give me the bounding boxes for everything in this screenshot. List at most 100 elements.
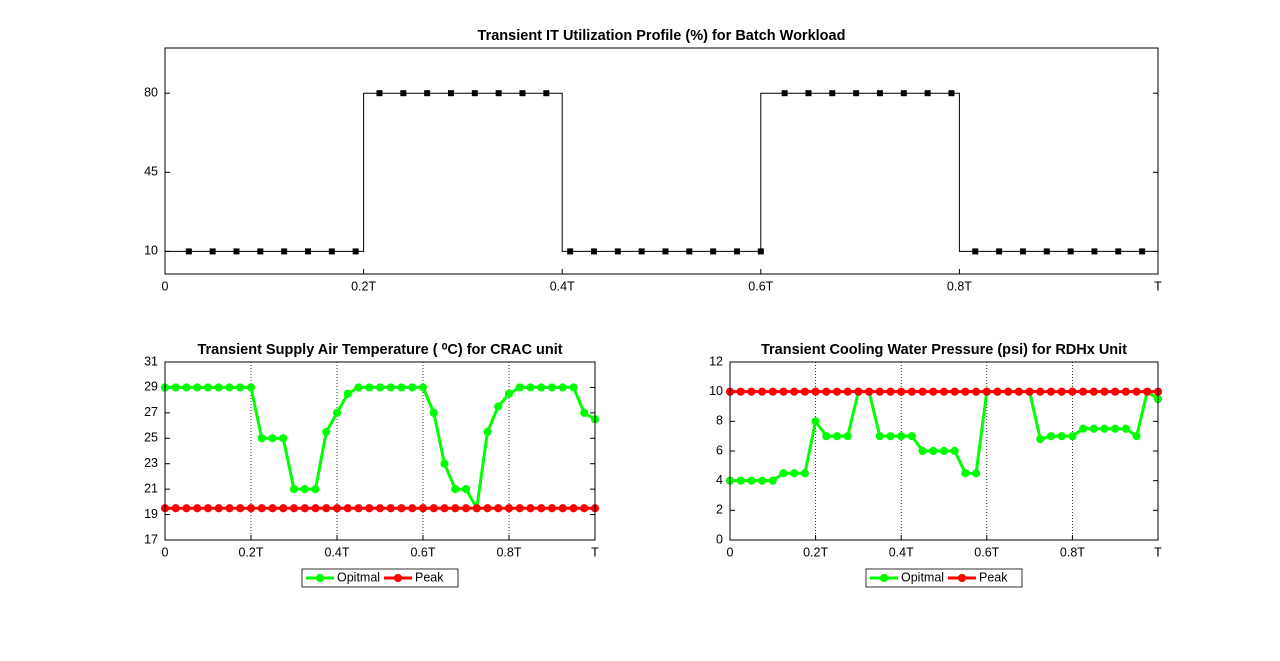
marker (758, 387, 767, 396)
marker (907, 432, 917, 441)
marker (268, 434, 277, 443)
y-tick-label: 80 (144, 85, 158, 99)
legend-label: Opitmal (901, 570, 944, 584)
marker (537, 383, 546, 392)
marker (408, 383, 417, 392)
marker (800, 387, 810, 396)
legend-label: Opitmal (337, 570, 380, 584)
marker (354, 383, 363, 392)
marker (897, 387, 906, 396)
y-tick-label: 19 (144, 507, 158, 521)
marker (547, 383, 557, 392)
marker (1121, 424, 1131, 433)
marker (281, 248, 288, 255)
marker (440, 504, 449, 513)
marker (790, 387, 799, 396)
marker (961, 469, 970, 478)
marker (193, 504, 202, 513)
marker (961, 387, 970, 396)
x-tick-label: 0.4T (324, 545, 349, 559)
marker (558, 504, 567, 513)
marker (352, 248, 359, 255)
marker (461, 485, 471, 494)
marker (332, 504, 342, 513)
marker (526, 383, 535, 392)
marker (972, 248, 979, 255)
marker (614, 248, 621, 255)
marker (1057, 387, 1066, 396)
marker (268, 504, 277, 513)
marker (897, 432, 906, 441)
marker (537, 504, 546, 513)
marker (924, 90, 931, 97)
marker (590, 248, 597, 255)
y-tick-label: 21 (144, 481, 158, 495)
legend-marker (879, 573, 889, 583)
y-tick-label: 4 (716, 473, 723, 487)
marker (1025, 387, 1034, 396)
marker (950, 446, 959, 456)
marker (418, 504, 428, 513)
x-tick-label: 0 (727, 545, 734, 559)
marker (638, 248, 645, 255)
marker (185, 248, 192, 255)
marker (354, 504, 363, 513)
y-tick-label: 27 (144, 405, 158, 419)
legend-marker (957, 573, 967, 583)
marker (853, 90, 860, 97)
marker (397, 504, 406, 513)
marker (843, 432, 852, 441)
marker (300, 485, 309, 494)
marker (580, 408, 589, 417)
marker (1079, 387, 1088, 396)
x-tick-label: T (1154, 545, 1162, 559)
marker (246, 383, 256, 392)
marker (440, 459, 449, 468)
marker (1019, 248, 1026, 255)
y-tick-label: 10 (144, 244, 158, 258)
marker (193, 383, 202, 392)
marker (214, 383, 223, 392)
marker (1068, 387, 1077, 396)
marker (876, 90, 883, 97)
marker (504, 389, 514, 398)
marker (865, 387, 874, 396)
marker (886, 387, 895, 396)
marker (1089, 387, 1098, 396)
y-tick-label: 6 (716, 443, 723, 457)
marker (736, 476, 745, 485)
marker (526, 504, 535, 513)
chart-title: Transient IT Utilization Profile (%) for… (478, 28, 846, 44)
marker (1132, 432, 1141, 441)
marker (483, 427, 492, 437)
marker (375, 504, 385, 513)
marker (758, 476, 767, 485)
marker (800, 469, 810, 478)
marker (939, 446, 949, 456)
plot: Transient Cooling Water Pressure (psi) f… (709, 342, 1162, 588)
marker (918, 387, 927, 396)
y-tick-label: 2 (716, 503, 723, 517)
marker (1036, 387, 1045, 396)
x-tick-label: 0 (162, 279, 169, 293)
marker (515, 504, 524, 513)
marker (1079, 424, 1088, 433)
marker (1143, 387, 1152, 396)
marker (1014, 387, 1024, 396)
marker (686, 248, 693, 255)
chart-title: Transient Cooling Water Pressure (psi) f… (761, 342, 1127, 358)
chart-title: Transient Supply Air Temperature ( ⁰C) f… (197, 342, 562, 358)
marker (322, 504, 331, 513)
marker (365, 504, 374, 513)
legend-label: Peak (979, 570, 1008, 584)
marker (886, 432, 895, 441)
marker (907, 387, 917, 396)
marker (257, 248, 264, 255)
marker (225, 504, 234, 513)
marker (515, 383, 524, 392)
marker (747, 476, 756, 485)
marker (386, 383, 395, 392)
marker (289, 504, 299, 513)
marker (1132, 387, 1141, 396)
marker (939, 387, 949, 396)
